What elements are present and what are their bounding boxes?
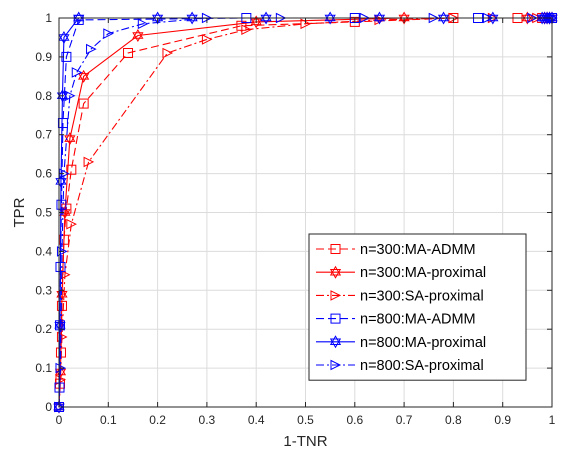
x-axis-title: 1-TNR (283, 433, 327, 450)
data-point (64, 132, 76, 146)
legend-label: n=800:SA-proximal (360, 358, 484, 374)
data-point (201, 34, 213, 45)
legend-entry: n=800:SA-proximal (316, 358, 484, 374)
data-point (83, 156, 95, 168)
x-tick-label: 0 (56, 413, 63, 427)
x-tick-label: 0.2 (149, 413, 166, 427)
legend-entry: n=300:MA-proximal (316, 265, 486, 281)
data-point (56, 199, 67, 210)
legend-label: n=800:MA-ADMM (360, 312, 476, 328)
legend-box (308, 233, 527, 381)
legend-marker (329, 265, 342, 279)
data-point (123, 48, 134, 59)
x-tick-label: 0.6 (346, 413, 363, 427)
x-tick-label: 0.8 (445, 413, 462, 427)
legend-marker (330, 290, 342, 301)
data-point (54, 318, 66, 332)
y-tick-label: 1 (45, 11, 52, 25)
x-tick-label: 0.5 (297, 413, 314, 427)
legend-label: n=300:SA-proximal (360, 288, 484, 304)
x-tick-label: 1 (549, 413, 556, 427)
y-tick-label: 0.6 (35, 167, 52, 181)
data-point (137, 18, 149, 30)
legend-label: n=800:MA-proximal (360, 335, 486, 351)
x-tick-label: 0.7 (396, 413, 413, 427)
x-tick-label: 0.9 (494, 413, 511, 427)
y-tick-label: 0 (45, 400, 52, 414)
legend-entry: n=800:MA-ADMM (316, 312, 476, 328)
legend-entry: n=300:MA-ADMM (316, 242, 476, 258)
data-point (73, 11, 85, 25)
x-tick-label: 0.4 (248, 413, 265, 427)
y-tick-label: 0.1 (35, 361, 52, 375)
data-point (66, 218, 77, 230)
data-point (78, 98, 89, 109)
data-point (56, 331, 68, 343)
data-point (132, 28, 144, 43)
data-point (71, 67, 83, 78)
data-point (55, 374, 67, 386)
legend-entry: n=300:SA-proximal (316, 288, 484, 304)
y-tick-label: 0.5 (35, 206, 52, 220)
data-point (56, 246, 68, 257)
legend-marker (329, 335, 342, 349)
x-tick-label: 0.1 (100, 413, 117, 427)
y-tick-label: 0.3 (35, 283, 52, 297)
data-point (324, 11, 336, 25)
data-point (103, 28, 114, 39)
legend-marker (330, 244, 341, 254)
y-axis-title: TPR (11, 197, 28, 227)
y-tick-label: 0.7 (35, 128, 52, 142)
y-tick-label: 0.9 (35, 50, 52, 64)
data-point (56, 89, 69, 103)
data-point (241, 24, 252, 35)
data-point (64, 90, 76, 102)
y-tick-label: 0.8 (35, 89, 52, 103)
data-point (437, 11, 450, 25)
legend: n=300:MA-ADMM n=300:MA-proximal n=300:SA-p… (308, 233, 527, 381)
series-line (58, 17, 552, 408)
data-point (55, 362, 67, 374)
data-point (373, 11, 386, 25)
data-point (66, 164, 77, 175)
legend-label: n=300:MA-proximal (360, 265, 486, 281)
x-tick-label: 0.3 (199, 413, 216, 427)
data-point (78, 69, 90, 83)
legend-marker (330, 313, 341, 324)
data-point (260, 11, 272, 25)
y-tick-label: 0.4 (35, 244, 52, 258)
axis-ticks: 0 0.1 0.2 0.3 0.4 0.5 0.6 0.7 0.8 0.9 1 0 0.1 0.2 0.3 0… (35, 11, 555, 427)
legend-marker (330, 359, 342, 371)
data-point (58, 30, 70, 44)
y-tick-label: 0.2 (35, 322, 52, 336)
legend-entry: n=800:MA-proximal (316, 335, 486, 351)
data-point (86, 43, 97, 55)
legend-label: n=300:MA-ADMM (360, 242, 476, 258)
data-point (162, 47, 174, 59)
